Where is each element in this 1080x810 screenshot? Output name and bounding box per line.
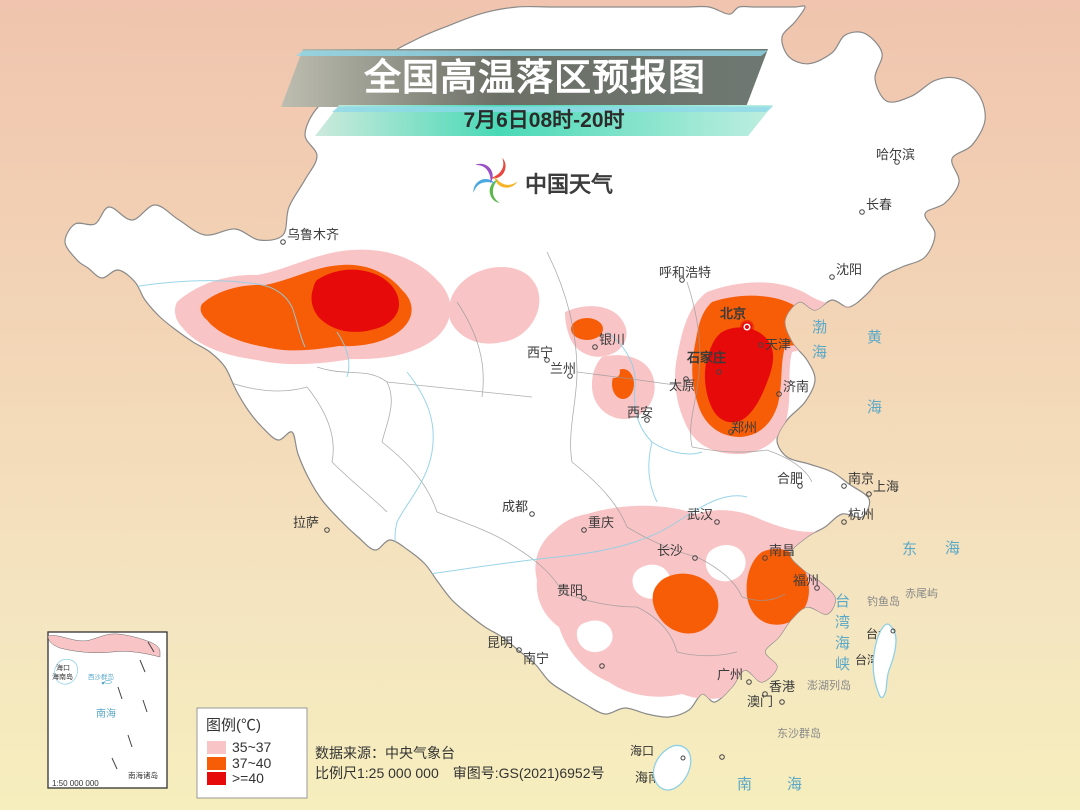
svg-text:北京: 北京 xyxy=(720,306,746,321)
svg-text:南海: 南海 xyxy=(96,707,116,720)
svg-text:长沙: 长沙 xyxy=(657,543,683,558)
svg-text:石家庄: 石家庄 xyxy=(686,350,726,365)
svg-text:南: 南 xyxy=(737,776,752,793)
svg-text:海: 海 xyxy=(867,399,882,416)
svg-text:海口: 海口 xyxy=(630,743,654,758)
svg-text:东沙群岛: 东沙群岛 xyxy=(777,726,821,740)
svg-text:海: 海 xyxy=(835,635,850,652)
svg-text:赤尾屿: 赤尾屿 xyxy=(905,587,938,600)
svg-text:香港: 香港 xyxy=(769,679,795,694)
svg-text:东: 东 xyxy=(902,541,917,558)
svg-text:海南岛: 海南岛 xyxy=(52,672,73,681)
svg-text:全国高温落区预报图: 全国高温落区预报图 xyxy=(363,56,706,98)
svg-text:>=40: >=40 xyxy=(232,770,264,786)
svg-text:昆明: 昆明 xyxy=(487,635,513,650)
svg-text:贵阳: 贵阳 xyxy=(557,583,583,598)
svg-text:成都: 成都 xyxy=(502,499,528,514)
svg-text:渤: 渤 xyxy=(812,319,827,336)
svg-text:拉萨: 拉萨 xyxy=(293,515,319,530)
svg-text:西沙群岛: 西沙群岛 xyxy=(88,672,114,681)
svg-text:南宁: 南宁 xyxy=(523,651,549,666)
svg-text:澎湖列岛: 澎湖列岛 xyxy=(807,678,851,692)
svg-text:图例(℃): 图例(℃) xyxy=(206,717,261,734)
svg-text:海: 海 xyxy=(787,776,802,793)
svg-text:峡: 峡 xyxy=(835,656,850,673)
svg-text:钓鱼岛: 钓鱼岛 xyxy=(867,594,900,608)
svg-text:沈阳: 沈阳 xyxy=(836,262,862,277)
svg-text:乌鲁木齐: 乌鲁木齐 xyxy=(287,227,339,242)
svg-text:台: 台 xyxy=(835,593,850,610)
svg-text:上海: 上海 xyxy=(873,479,899,494)
svg-text:太原: 太原 xyxy=(669,378,695,393)
svg-text:湾: 湾 xyxy=(835,614,850,631)
svg-text:1:50 000 000: 1:50 000 000 xyxy=(52,779,99,788)
svg-text:海: 海 xyxy=(812,344,827,361)
svg-text:37~40: 37~40 xyxy=(232,755,272,771)
svg-text:7月6日08时-20时: 7月6日08时-20时 xyxy=(463,109,624,132)
svg-text:呼和浩特: 呼和浩特 xyxy=(659,265,711,280)
svg-text:武汉: 武汉 xyxy=(687,507,713,522)
svg-text:黄: 黄 xyxy=(867,329,882,346)
svg-text:合肥: 合肥 xyxy=(777,471,803,486)
svg-text:数据来源：中央气象台: 数据来源：中央气象台 xyxy=(315,745,455,761)
svg-text:福州: 福州 xyxy=(793,573,819,588)
svg-text:兰州: 兰州 xyxy=(550,361,576,376)
svg-text:天津: 天津 xyxy=(765,337,791,352)
svg-text:中国天气: 中国天气 xyxy=(525,172,613,197)
svg-text:南海诸岛: 南海诸岛 xyxy=(128,770,158,780)
svg-text:郑州: 郑州 xyxy=(731,420,757,435)
svg-text:济南: 济南 xyxy=(783,379,809,394)
svg-text:银川: 银川 xyxy=(599,332,625,347)
svg-text:西宁: 西宁 xyxy=(527,345,553,360)
svg-text:35~37: 35~37 xyxy=(232,739,272,755)
svg-text:长春: 长春 xyxy=(866,197,892,212)
svg-text:南京: 南京 xyxy=(848,471,874,486)
svg-text:哈尔滨: 哈尔滨 xyxy=(876,147,915,162)
svg-text:西安: 西安 xyxy=(627,405,653,420)
svg-text:重庆: 重庆 xyxy=(588,515,614,530)
svg-text:南昌: 南昌 xyxy=(769,543,795,558)
svg-text:广州: 广州 xyxy=(717,667,743,682)
svg-text:海: 海 xyxy=(945,540,960,557)
svg-text:海口: 海口 xyxy=(56,663,70,672)
svg-text:比例尺1:25 000 000 审图号:GS(2021)69: 比例尺1:25 000 000 审图号:GS(2021)6952号 xyxy=(315,765,604,781)
svg-text:杭州: 杭州 xyxy=(848,507,874,522)
svg-text:澳门: 澳门 xyxy=(747,694,773,709)
